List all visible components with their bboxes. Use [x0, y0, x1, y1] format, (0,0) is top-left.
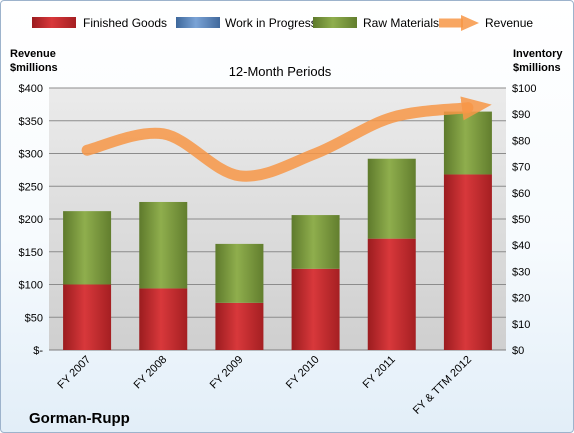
right-axis: $0 $10 $20 $30 $40 $50 $60 $70 $80 $90 $100	[512, 83, 536, 357]
legend: Finished Goods Work in Progress Raw Mate…	[32, 15, 533, 31]
legend-swatch-raw-materials	[313, 17, 357, 28]
bar-raw-materials	[139, 201, 188, 289]
x-axis-tick-label: FY 2008	[132, 354, 170, 392]
right-axis-tick-label: $50	[512, 214, 530, 226]
legend-swatch-finished-goods	[32, 17, 76, 28]
left-axis-tick-label: $100	[19, 280, 43, 292]
left-axis: $- $50 $100 $150 $200 $250 $300 $350 $400	[19, 83, 44, 357]
x-axis-tick-label: FY 2009	[208, 354, 246, 392]
x-axis-tick-label: FY & TTM 2012	[411, 354, 474, 417]
bar-raw-materials	[367, 158, 416, 239]
company-name: Gorman-Rupp	[29, 410, 130, 427]
bar-group	[63, 111, 492, 350]
right-axis-tick-label: $90	[512, 109, 530, 121]
revenue-line-group	[81, 96, 492, 182]
revenue-line	[81, 96, 492, 182]
bar-finished-goods	[63, 284, 112, 350]
legend-label-raw-materials: Raw Materials	[363, 16, 439, 30]
x-axis-tick-label: FY 2010	[284, 354, 322, 392]
bar-finished-goods	[367, 238, 416, 350]
legend-label-finished-goods: Finished Goods	[83, 16, 167, 30]
left-axis-tick-label: $150	[19, 247, 43, 259]
right-axis-tick-label: $60	[512, 188, 530, 200]
legend-label-revenue: Revenue	[485, 16, 533, 30]
right-axis-tick-label: $30	[512, 266, 530, 278]
bar-finished-goods	[139, 288, 188, 350]
left-axis-title-line2: $millions	[10, 62, 58, 74]
legend-revenue-arrowhead	[461, 15, 479, 31]
left-axis-tick-label: $250	[19, 181, 43, 193]
right-axis-tick-label: $10	[512, 319, 530, 331]
x-axis-tick-label: FY 2007	[55, 354, 93, 392]
bar-finished-goods	[215, 302, 264, 350]
right-axis-tick-label: $100	[512, 83, 536, 95]
left-axis-tick-label: $50	[25, 312, 43, 324]
left-axis-tick-label: $300	[19, 149, 43, 161]
legend-label-work-in-progress: Work in Progress	[225, 16, 317, 30]
right-axis-tick-label: $0	[512, 345, 524, 357]
left-axis-title-line1: Revenue	[10, 48, 56, 60]
bar-finished-goods	[291, 268, 340, 350]
right-axis-tick-label: $20	[512, 293, 530, 305]
gridlines	[49, 87, 506, 351]
left-axis-tick-label: $400	[19, 83, 43, 95]
left-axis-tick-label: $200	[19, 214, 43, 226]
bar-raw-materials	[215, 243, 264, 303]
right-axis-tick-label: $80	[512, 135, 530, 147]
legend-swatch-work-in-progress	[176, 17, 220, 28]
chart-subtitle: 12-Month Periods	[229, 64, 332, 79]
bar-finished-goods	[443, 174, 492, 350]
x-axis-tick-label: FY 2011	[361, 354, 398, 391]
left-axis-tick-label: $-	[33, 345, 43, 357]
left-axis-tick-label: $350	[19, 116, 43, 128]
right-axis-title-line1: Inventory	[513, 48, 563, 60]
bar-raw-materials	[443, 111, 492, 175]
right-axis-tick-label: $40	[512, 240, 530, 252]
x-axis: FY 2007 FY 2008 FY 2009 FY 2010 FY 2011 FY & …	[55, 354, 474, 417]
bar-raw-materials	[63, 211, 112, 285]
bar-raw-materials	[291, 215, 340, 269]
right-axis-title-line2: $millions	[513, 62, 561, 74]
right-axis-tick-label: $70	[512, 162, 530, 174]
